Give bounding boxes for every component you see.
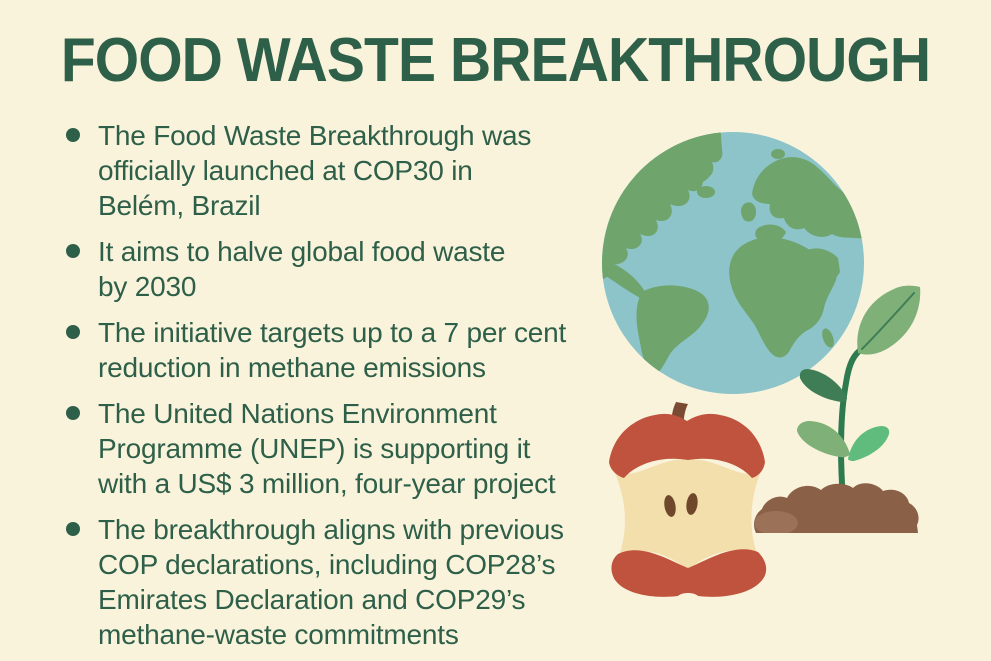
page-title: FOOD WASTE BREAKTHROUGH [60,26,931,95]
leaf-vein [861,292,915,350]
apple-top [609,413,765,478]
apple-seed [686,493,698,515]
earth-globe-icon [602,132,864,394]
bullet-dot-icon [66,244,80,258]
bullet-list: The Food Waste Breakthrough was official… [64,118,604,661]
bullet-dot-icon [66,128,80,142]
seedling-left-leaf [797,421,850,458]
apple-seed [664,495,676,517]
apple-bottom [611,549,767,597]
list-item: The initiative targets up to a 7 per cen… [64,315,604,385]
bullet-text: The United Nations Environment Programme… [98,398,556,499]
bullet-dot-icon [66,522,80,536]
apple-core-flesh [613,459,762,570]
list-item: The Food Waste Breakthrough was official… [64,118,604,223]
list-item: It aims to halve global food waste by 20… [64,234,604,304]
bullet-text: The breakthrough aligns with previous CO… [98,514,564,650]
seedling-stem [838,345,866,504]
soil-highlight [754,511,798,533]
seedling-dark-leaf [799,369,847,402]
seedling-icon [754,285,921,533]
bullet-dot-icon [66,325,80,339]
list-item: The United Nations Environment Programme… [64,396,604,501]
bullet-text: The Food Waste Breakthrough was official… [98,120,532,221]
bullet-dot-icon [66,406,80,420]
bullet-text: The initiative targets up to a 7 per cen… [98,317,567,383]
bullet-text: It aims to halve global food waste by 20… [98,236,506,302]
seedling-right-leaf [848,426,890,461]
apple-core-icon [609,402,767,597]
list-item: The breakthrough aligns with previous CO… [64,512,604,652]
